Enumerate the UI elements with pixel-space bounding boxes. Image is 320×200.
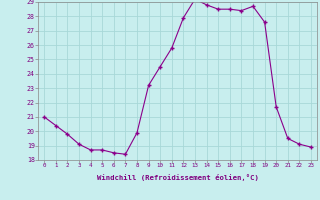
X-axis label: Windchill (Refroidissement éolien,°C): Windchill (Refroidissement éolien,°C) (97, 174, 259, 181)
